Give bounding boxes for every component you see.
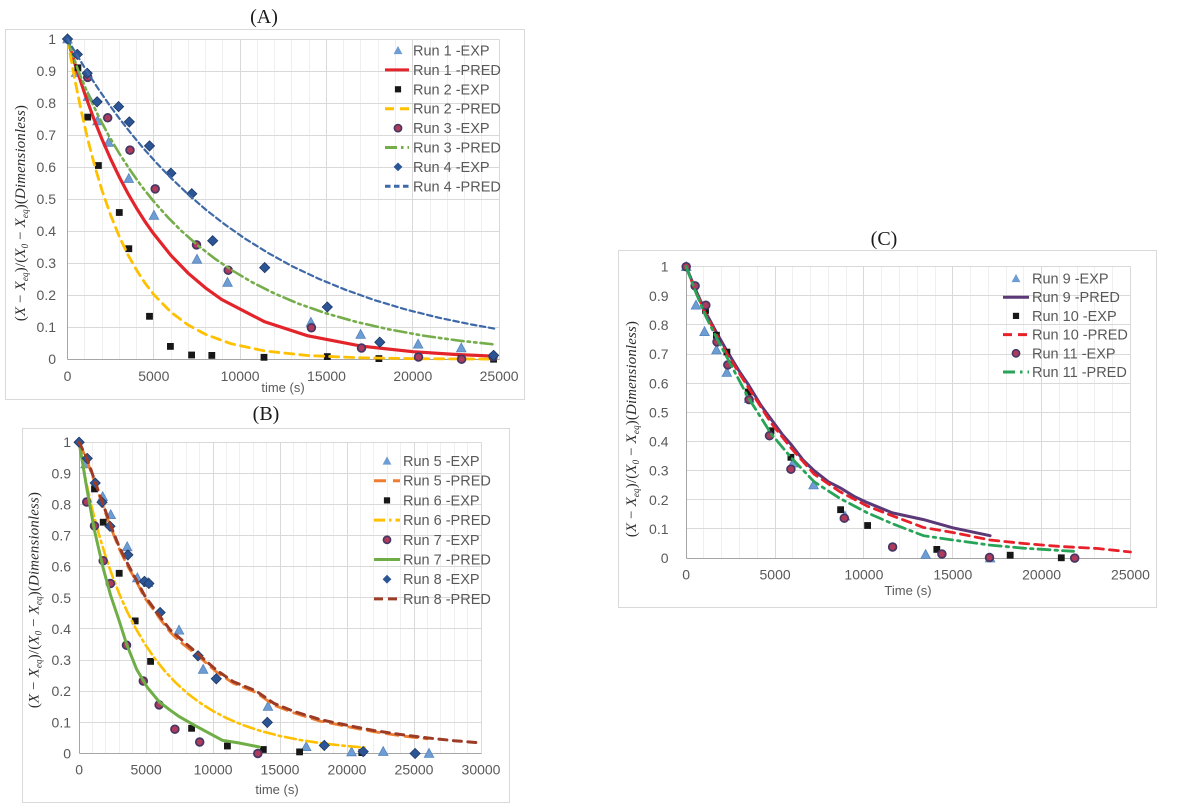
svg-text:Run 3 -EXP: Run 3 -EXP [413, 121, 490, 137]
svg-text:0.9: 0.9 [52, 465, 72, 481]
svg-text:Run 4 -EXP: Run 4 -EXP [413, 160, 490, 176]
svg-text:25000: 25000 [1111, 567, 1150, 583]
svg-text:15000: 15000 [933, 567, 972, 583]
svg-text:1: 1 [48, 31, 56, 47]
svg-text:0: 0 [75, 762, 83, 778]
svg-text:0.7: 0.7 [37, 127, 57, 143]
svg-text:10000: 10000 [221, 368, 260, 384]
svg-text:20000: 20000 [1022, 567, 1061, 583]
svg-text:Run 9 -EXP: Run 9 -EXP [1032, 272, 1109, 288]
svg-text:0.8: 0.8 [37, 95, 57, 111]
svg-text:0.5: 0.5 [649, 404, 669, 420]
svg-text:0.1: 0.1 [37, 319, 57, 335]
svg-text:0.6: 0.6 [37, 159, 57, 175]
svg-text:(X − Xeq)/(X0 − Xeq)(Dimension: (X − Xeq)/(X0 − Xeq)(Dimensionless) [27, 492, 44, 708]
svg-text:0.7: 0.7 [649, 346, 669, 362]
svg-text:0.5: 0.5 [37, 191, 57, 207]
svg-text:(X − Xeq)/(X0 − Xeq)(Dimension: (X − Xeq)/(X0 − Xeq)(Dimensionless) [13, 105, 30, 321]
svg-text:0.3: 0.3 [649, 463, 669, 479]
svg-text:0: 0 [64, 368, 72, 384]
svg-text:10000: 10000 [194, 762, 233, 778]
svg-text:Run 11 -EXP: Run 11 -EXP [1032, 346, 1116, 362]
svg-text:0.6: 0.6 [649, 375, 669, 391]
svg-text:Run 3 -PRED: Run 3 -PRED [413, 141, 501, 157]
svg-text:15000: 15000 [307, 368, 346, 384]
svg-text:0.8: 0.8 [52, 497, 72, 513]
svg-text:5000: 5000 [131, 762, 162, 778]
svg-text:Run 8 -EXP: Run 8 -EXP [403, 572, 480, 588]
svg-text:20000: 20000 [393, 368, 432, 384]
svg-text:20000: 20000 [328, 762, 367, 778]
svg-text:1: 1 [63, 434, 71, 450]
svg-text:0.4: 0.4 [37, 223, 57, 239]
svg-text:(B): (B) [253, 403, 280, 425]
svg-text:15000: 15000 [261, 762, 300, 778]
svg-text:0.2: 0.2 [649, 492, 669, 508]
svg-text:0.1: 0.1 [649, 521, 669, 537]
svg-text:0.4: 0.4 [52, 621, 72, 637]
svg-text:0.4: 0.4 [649, 434, 669, 450]
svg-text:0: 0 [63, 746, 71, 762]
svg-text:Time (s): Time (s) [884, 583, 931, 598]
svg-text:25000: 25000 [395, 762, 434, 778]
svg-text:Run 5 -PRED: Run 5 -PRED [403, 474, 491, 490]
svg-text:0.9: 0.9 [649, 288, 669, 304]
svg-text:Run 5 -EXP: Run 5 -EXP [403, 454, 480, 470]
svg-text:0.3: 0.3 [52, 652, 72, 668]
svg-text:Run 6 -EXP: Run 6 -EXP [403, 493, 480, 509]
svg-text:0: 0 [682, 567, 690, 583]
svg-text:time (s): time (s) [255, 782, 298, 797]
svg-text:Run 2 -EXP: Run 2 -EXP [413, 82, 490, 98]
svg-text:Run 1 -EXP: Run 1 -EXP [413, 44, 490, 60]
svg-text:0.2: 0.2 [37, 287, 57, 303]
svg-text:Run 10 -PRED: Run 10 -PRED [1032, 328, 1128, 344]
svg-text:0.7: 0.7 [52, 528, 72, 544]
svg-text:Run 2 -PRED: Run 2 -PRED [413, 102, 501, 118]
svg-text:0.8: 0.8 [649, 317, 669, 333]
svg-text:0.9: 0.9 [37, 63, 57, 79]
svg-text:5000: 5000 [760, 567, 791, 583]
svg-text:Run 10 -EXP: Run 10 -EXP [1032, 309, 1117, 325]
svg-text:30000: 30000 [462, 762, 501, 778]
svg-text:1: 1 [661, 259, 669, 275]
svg-text:Run 11 -PRED: Run 11 -PRED [1032, 365, 1127, 381]
svg-text:0.2: 0.2 [52, 683, 72, 699]
svg-text:Run 9 -PRED: Run 9 -PRED [1032, 290, 1120, 306]
svg-text:0: 0 [48, 351, 56, 367]
svg-text:time (s): time (s) [261, 380, 304, 395]
svg-text:25000: 25000 [480, 368, 519, 384]
svg-text:Run 1 -PRED: Run 1 -PRED [413, 63, 501, 79]
svg-text:0.5: 0.5 [52, 590, 72, 606]
svg-text:0.6: 0.6 [52, 559, 72, 575]
svg-text:10000: 10000 [844, 567, 883, 583]
svg-text:Run 7 -EXP: Run 7 -EXP [403, 533, 480, 549]
svg-text:0.3: 0.3 [37, 255, 57, 271]
svg-text:(A): (A) [250, 6, 278, 28]
svg-text:Run 6 -PRED: Run 6 -PRED [403, 513, 491, 529]
svg-text:5000: 5000 [138, 368, 169, 384]
svg-text:Run 4 -PRED: Run 4 -PRED [413, 179, 501, 195]
svg-text:0.1: 0.1 [52, 714, 72, 730]
svg-text:(C): (C) [871, 228, 898, 250]
svg-text:Run 8 -PRED: Run 8 -PRED [403, 592, 491, 608]
svg-text:(X − Xeq)/(X0 − Xeq)(Dimension: (X − Xeq)/(X0 − Xeq)(Dimensionless) [624, 321, 641, 537]
svg-text:0: 0 [661, 550, 669, 566]
svg-text:Run 7 -PRED: Run 7 -PRED [403, 553, 491, 569]
